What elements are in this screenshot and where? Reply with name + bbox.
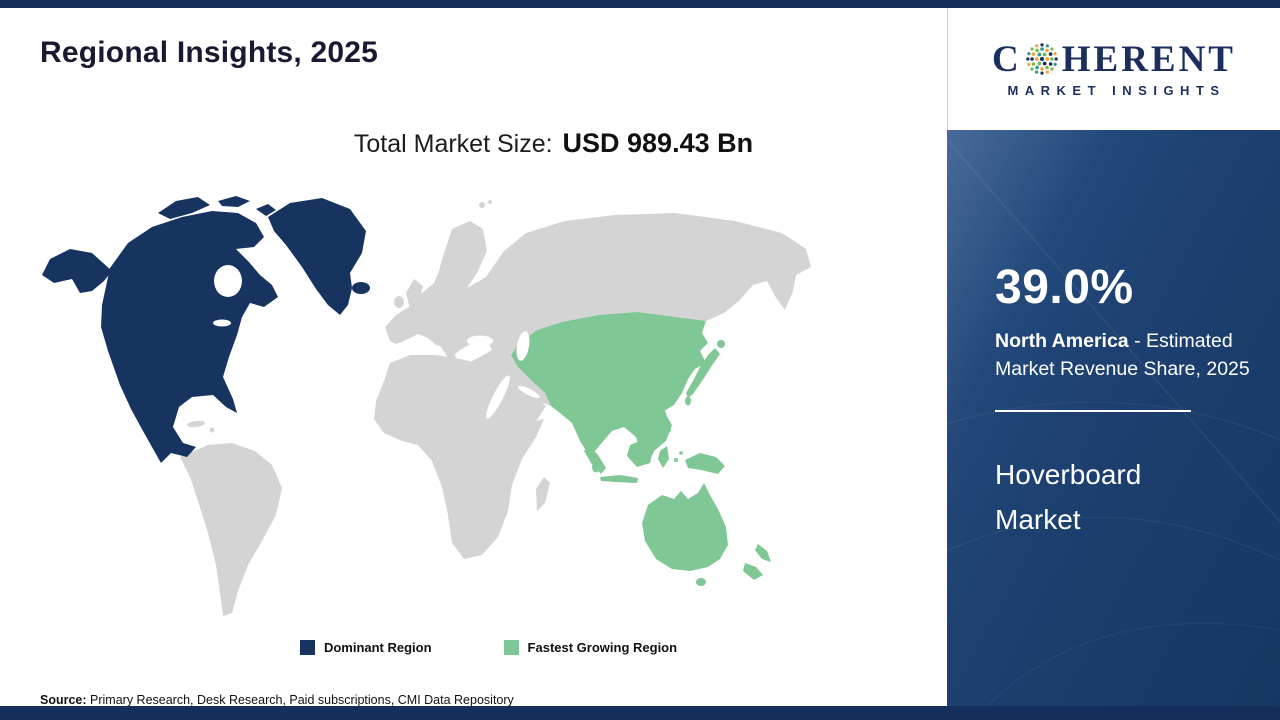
region-hokkaido [717,340,725,348]
sea-hudson-bay [214,265,242,297]
region-cuba [187,420,205,428]
legend-item-growing: Fastest Growing Region [503,640,678,655]
panel-corner-highlight [947,130,1280,706]
logo-tagline: MARKET INSIGHTS [1007,82,1226,98]
region-philippines-2 [665,425,671,433]
region-japan [686,348,720,398]
region-sumatra [584,445,606,474]
region-philippines [659,410,667,422]
region-australia [642,483,728,571]
region-africa [374,355,544,559]
region-iceland [352,282,370,294]
source-line: Source: Primary Research, Desk Research,… [40,693,514,707]
region-moluccas [674,458,678,462]
source-text: Primary Research, Desk Research, Paid su… [86,693,514,707]
dominant-region-swatch [299,640,315,655]
main-content-area: Regional Insights, 2025 Total Market Siz… [0,8,947,707]
sea-caspian [516,331,530,361]
sea-great-lakes [213,319,231,327]
region-greenland [268,198,366,315]
brand-logo: C HERENT [992,41,1236,78]
region-java [600,475,638,483]
logo-globe-dots-icon [1025,43,1058,75]
panel-map-texture [947,139,1280,706]
region-italy [439,340,457,364]
legend-item-dominant: Dominant Region [299,640,432,655]
total-market-size-value: USD 989.43 Bn [562,128,754,158]
highlight-side-panel: 39.0% North America - Estimated Market R… [947,130,1280,706]
region-taiwan [685,396,691,406]
logo-text-c: C [992,38,1022,80]
dominant-region-label: Dominant Region [323,640,432,655]
region-arctic-islands-3 [256,204,276,216]
region-arctic-islands [158,197,210,219]
region-tasmania [696,578,706,586]
region-europe-russia [385,213,811,406]
region-ireland [394,296,404,308]
total-market-size-label: Total Market Size: [353,130,560,158]
region-new-zealand-north [755,544,771,562]
sea-persian-gulf [518,385,540,399]
fastest-growing-region-swatch [503,640,519,655]
brand-logo-area: C HERENT MARKET INSIGHTS [947,8,1280,130]
region-sicily [446,364,452,370]
share-description-text: - Estimated Market Revenue Share, 2025 [995,330,1250,381]
sea-red-sea [486,375,510,419]
region-new-zealand-south [743,563,763,580]
share-region-name: North America [995,330,1129,352]
region-arctic-islands-2 [218,196,250,207]
region-south-america [180,443,282,616]
region-madagascar [536,477,550,511]
region-uk [406,279,423,309]
region-borneo [627,440,653,467]
page-title: Regional Insights, 2025 [40,36,379,69]
sea-black-sea [467,335,493,347]
region-svalbard [479,202,485,208]
region-sulawesi [658,446,669,468]
panel-divider [995,409,1191,412]
world-map [42,196,811,616]
fastest-growing-region-label: Fastest Growing Region [527,640,678,655]
region-hispaniola [209,427,215,433]
region-moluccas-2 [679,451,683,455]
total-market-size: Total Market Size: USD 989.43 Bn [0,128,947,159]
source-label: Source: [40,693,87,707]
market-name: Hoverboard Market [995,458,1142,535]
market-share-description: North America - Estimated Market Revenue… [995,327,1259,384]
bottom-accent-bar [0,706,1280,720]
top-accent-bar [0,0,1280,8]
region-svalbard-2 [488,200,492,204]
panel-content: 39.0% North America - Estimated Market R… [947,130,1280,542]
region-new-guinea [685,453,725,474]
region-asia-pacific [511,312,708,465]
region-alaska [42,249,112,293]
market-share-value: 39.0% [995,261,1134,314]
map-legend: Dominant Region Fastest Growing Region [0,640,947,655]
logo-text-herent: HERENT [1061,38,1236,80]
